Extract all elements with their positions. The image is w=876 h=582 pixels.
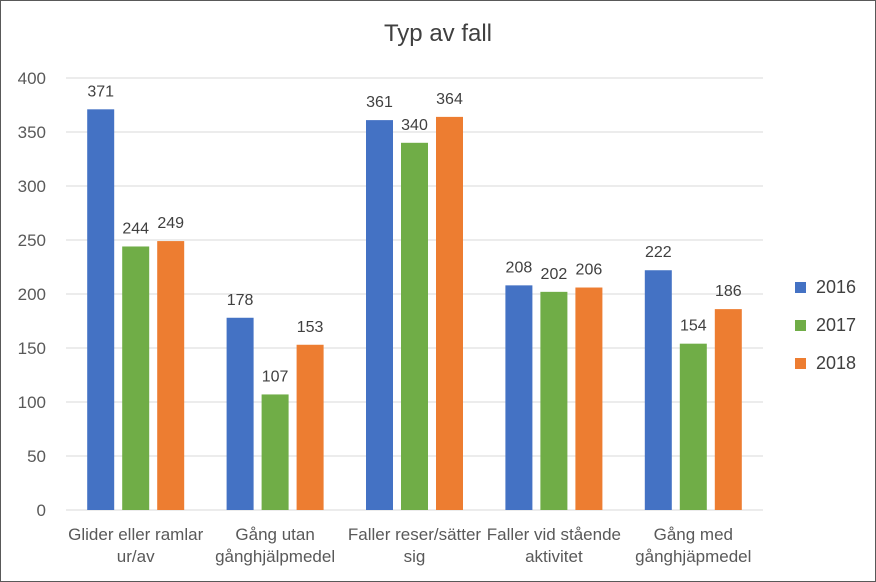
bar: [366, 120, 393, 511]
legend-label: 2017: [816, 314, 857, 335]
y-tick-label: 100: [18, 393, 46, 412]
chart-legend: 2016 2017 2018: [795, 268, 856, 382]
data-label: 153: [297, 319, 324, 336]
legend-swatch: [795, 357, 806, 369]
x-tick-label: Gång utan: [235, 525, 314, 544]
y-tick-label: 200: [18, 285, 46, 304]
data-label: 222: [645, 244, 672, 261]
bar: [679, 343, 707, 510]
bar: [226, 317, 254, 510]
data-label: 154: [680, 318, 707, 335]
data-label: 340: [401, 117, 428, 134]
data-label: 244: [122, 220, 149, 237]
data-label: 186: [715, 283, 742, 300]
x-tick-label: sig: [404, 547, 426, 566]
bar: [575, 287, 603, 510]
data-label: 178: [227, 292, 254, 309]
bar: [505, 285, 533, 510]
y-tick-label: 400: [18, 69, 46, 88]
x-tick-label: Glider eller ramlar: [68, 525, 203, 544]
y-tick-label: 150: [18, 339, 46, 358]
bar: [714, 309, 742, 510]
y-tick-label: 0: [37, 501, 46, 520]
x-tick-label: gånghjälpmedel: [215, 547, 335, 566]
x-tick-label: Faller reser/sätter: [348, 525, 482, 544]
x-tick-label: gånghjäpmedel: [635, 547, 751, 566]
y-tick-label: 250: [18, 231, 46, 250]
legend-label: 2016: [816, 276, 857, 297]
data-label: 206: [576, 262, 603, 279]
data-label: 371: [87, 83, 114, 100]
legend-item: 2016: [795, 268, 856, 306]
legend-label: 2018: [816, 352, 857, 373]
y-tick-label: 350: [18, 123, 46, 142]
bar: [644, 270, 672, 510]
y-tick-label: 300: [18, 177, 46, 196]
bar: [157, 241, 185, 510]
x-tick-label: Faller vid stående: [487, 525, 621, 544]
y-tick-label: 50: [27, 447, 46, 466]
bar: [436, 116, 463, 510]
legend-swatch: [795, 281, 806, 293]
x-tick-label: Gång med: [654, 525, 733, 544]
data-label: 202: [541, 266, 568, 283]
bar: [87, 109, 115, 510]
data-label: 364: [436, 91, 463, 108]
bar: [296, 344, 324, 510]
data-label: 249: [157, 215, 184, 232]
legend-item: 2017: [795, 306, 856, 344]
bar: [540, 291, 568, 510]
x-tick-label: aktivitet: [525, 547, 583, 566]
data-label: 361: [366, 94, 393, 111]
legend-item: 2018: [795, 344, 856, 382]
x-tick-label: ur/av: [117, 547, 155, 566]
bar: [122, 246, 150, 511]
bar: [261, 394, 289, 510]
data-label: 208: [506, 259, 533, 276]
chart-title: Typ av fall: [383, 20, 493, 47]
data-label: 107: [262, 368, 289, 385]
legend-swatch: [795, 319, 806, 331]
bar: [401, 142, 428, 511]
